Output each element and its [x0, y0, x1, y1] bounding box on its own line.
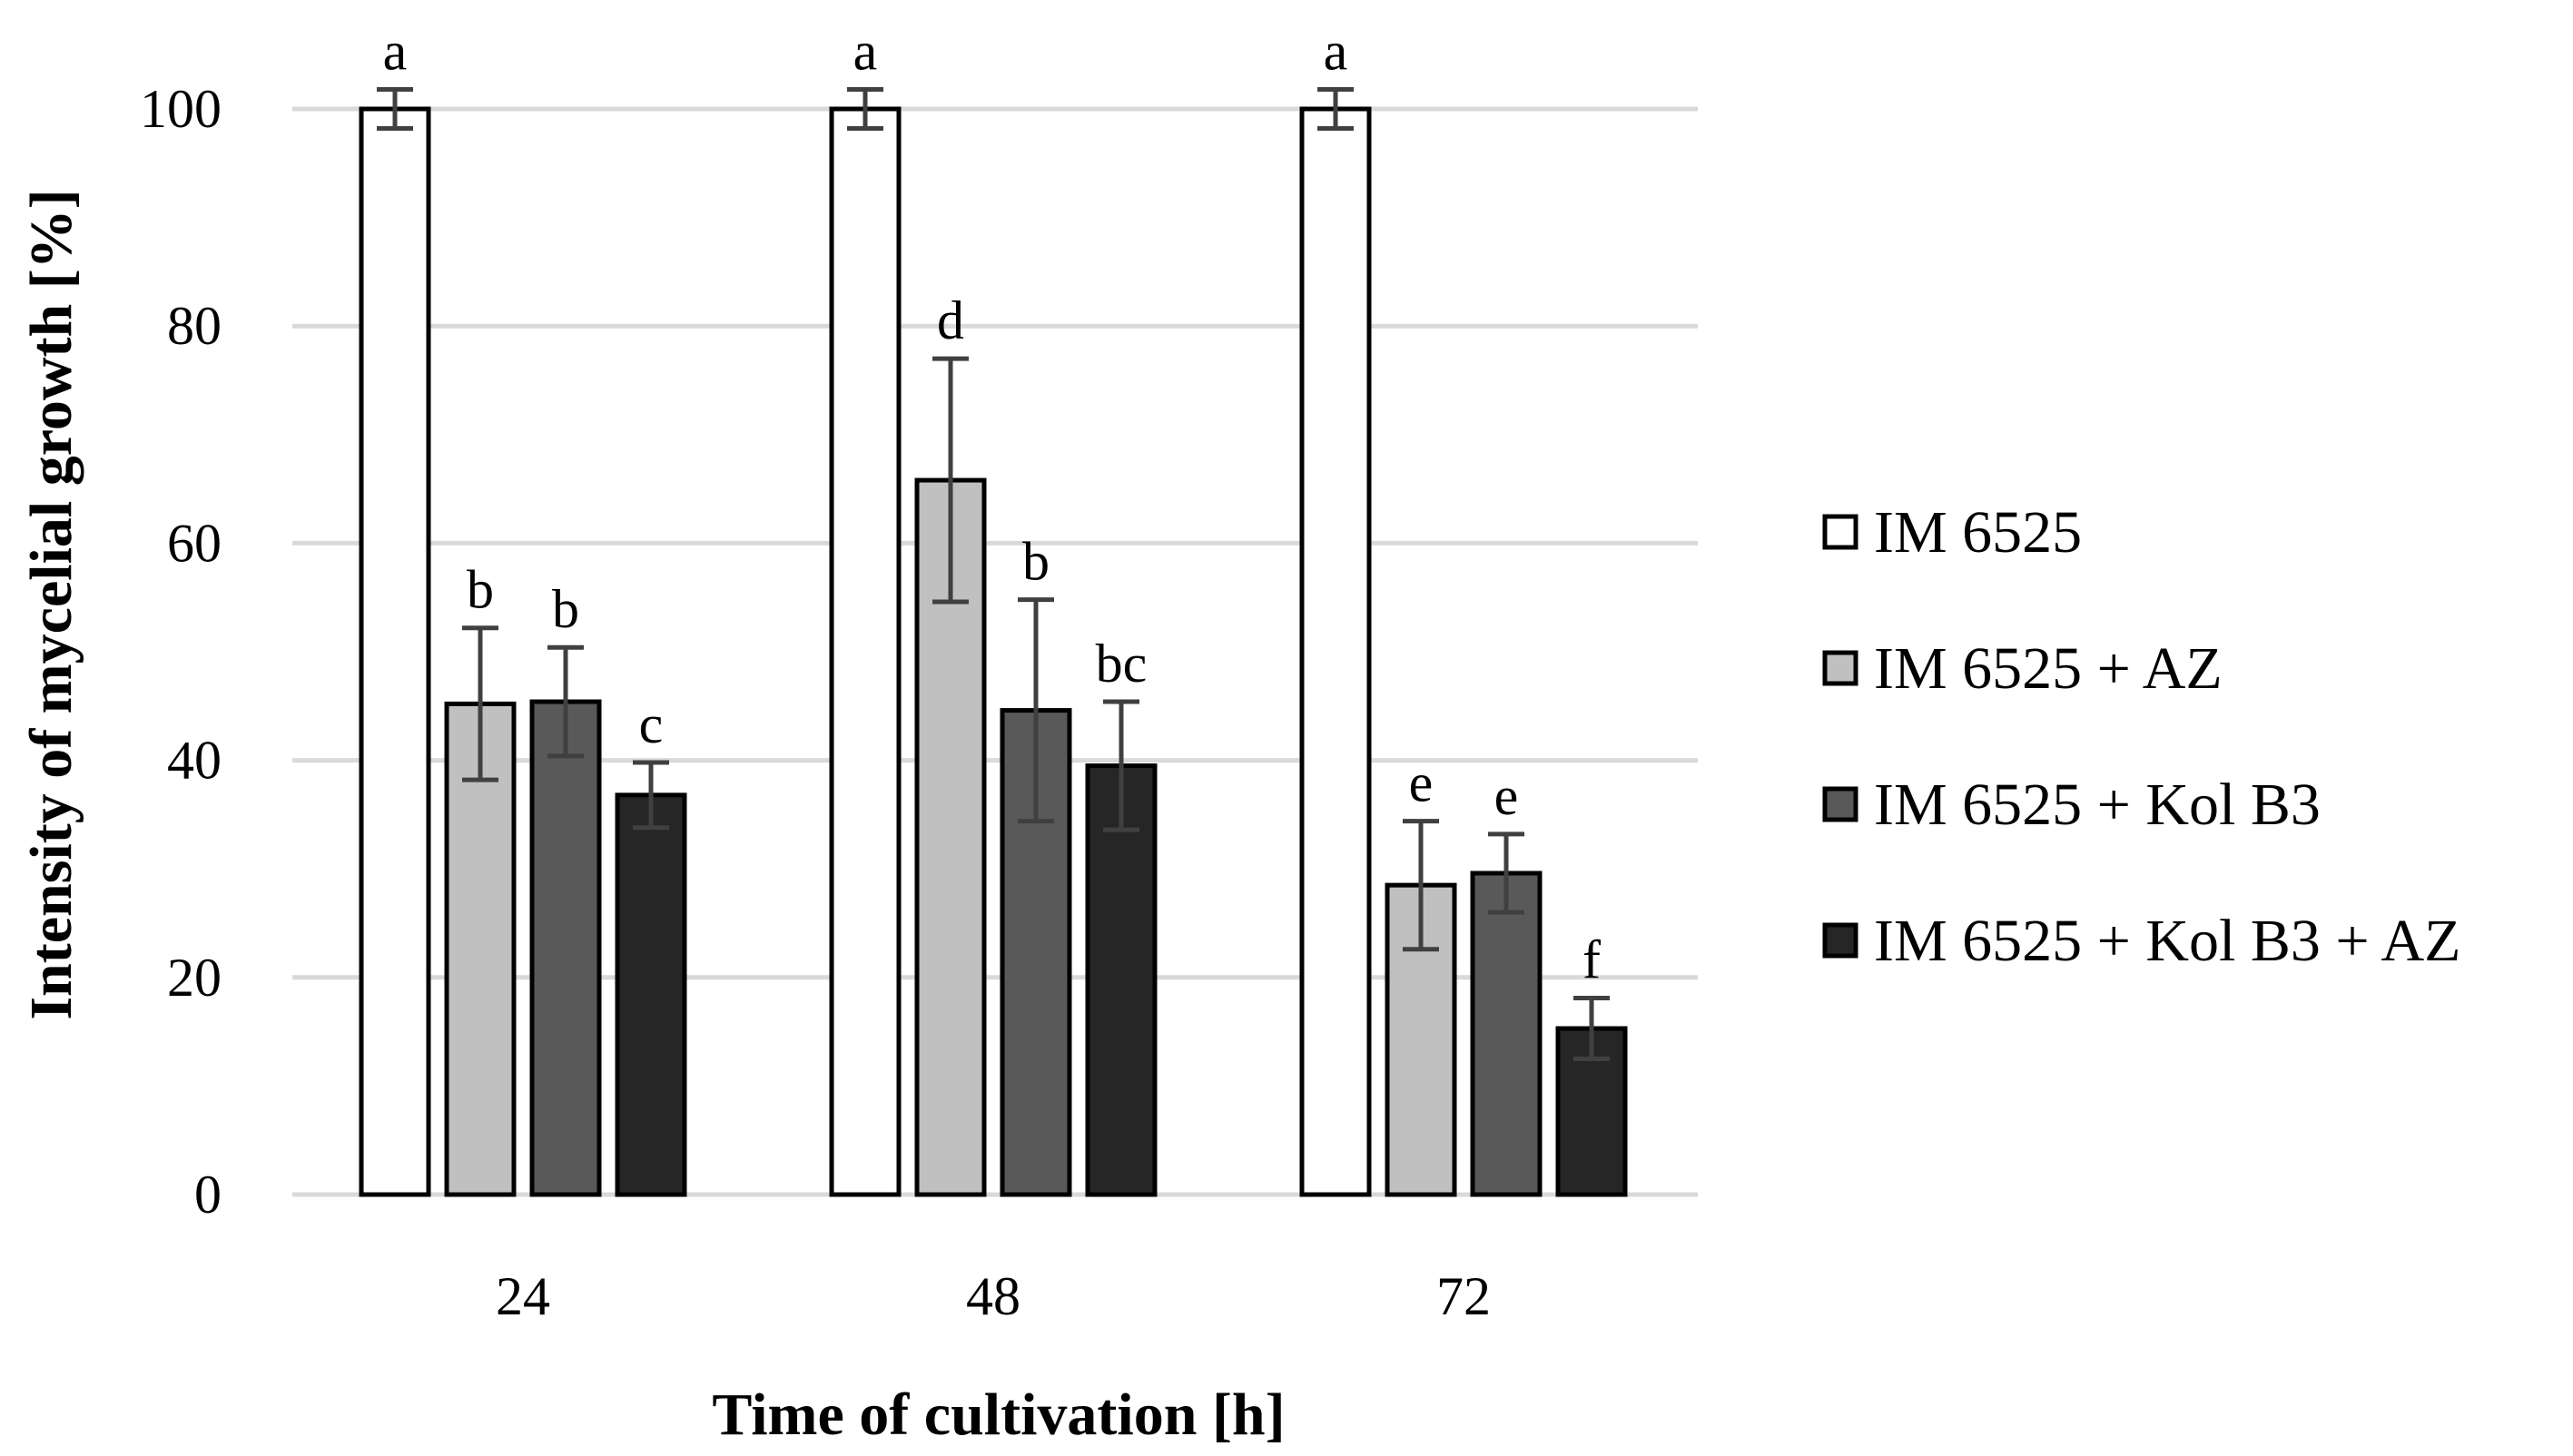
y-tick-label: 20 [167, 948, 222, 1008]
bar [444, 701, 517, 1197]
bars [359, 86, 1628, 1197]
y-tick-label: 40 [167, 731, 222, 791]
x-tick-label: 48 [966, 1266, 1020, 1326]
bar [1470, 871, 1543, 1197]
y-tick-label: 80 [167, 296, 222, 356]
error-bar [633, 760, 669, 831]
error-bar [462, 625, 498, 782]
legend-item: IM 6525 [1822, 499, 2082, 566]
significance-letter: d [937, 290, 964, 350]
significance-letter: c [639, 694, 664, 754]
y-tick-label: 100 [140, 79, 222, 139]
legend-swatch [1822, 514, 1858, 550]
y-tick-label: 60 [167, 513, 222, 573]
legend-swatch [1822, 650, 1858, 686]
x-axis-title: Time of cultivation [h] [712, 1382, 1285, 1448]
significance-letter: a [383, 21, 408, 81]
significance-letter: a [1324, 21, 1348, 81]
error-bar [1018, 597, 1054, 824]
significance-letter: e [1409, 753, 1434, 813]
legend-label: IM 6525 + Kol B3 [1874, 772, 2321, 838]
axis-ticks: 0 20 40 60 80 100 24 48 72 [140, 79, 1491, 1326]
legend-item: IM 6525 + Kol B3 [1822, 772, 2321, 838]
significance-letter: f [1582, 930, 1601, 990]
legend-label: IM 6525 + AZ [1874, 635, 2223, 702]
bar [1085, 763, 1158, 1197]
legend-label: IM 6525 [1874, 499, 2082, 566]
gridlines [292, 106, 1698, 1197]
error-bar [377, 86, 413, 132]
legend-swatch [1822, 786, 1858, 822]
error-bar [932, 356, 969, 605]
legend: IM 6525 IM 6525 + AZ IM 6525 + Kol B3 IM 65… [1822, 499, 2460, 974]
bar [529, 699, 602, 1197]
error-bar [1103, 699, 1139, 832]
bar [1299, 106, 1372, 1197]
error-bar [547, 644, 584, 759]
significance-letter: b [1022, 532, 1050, 592]
bar [359, 106, 431, 1197]
legend-item: IM 6525 + AZ [1822, 635, 2223, 702]
legend-label: IM 6525 + Kol B3 + AZ [1874, 908, 2460, 974]
significance-letter: b [467, 560, 494, 620]
significance-letter: b [552, 579, 579, 639]
y-tick-label: 0 [194, 1165, 222, 1225]
bar [615, 792, 687, 1197]
legend-item: IM 6525 + Kol B3 + AZ [1822, 908, 2460, 974]
significance-letter: bc [1096, 634, 1148, 694]
legend-swatch [1822, 922, 1858, 959]
x-tick-label: 24 [496, 1266, 550, 1326]
y-axis-title: Intensity of mycelial growth [%] [18, 189, 84, 1019]
x-tick-label: 72 [1436, 1266, 1491, 1326]
significance-letter: a [853, 21, 878, 81]
error-bar [1317, 86, 1354, 132]
error-bar [1573, 996, 1610, 1061]
bar [829, 106, 902, 1197]
error-bar [847, 86, 883, 132]
error-bar [1488, 831, 1524, 915]
error-bar [1403, 819, 1439, 952]
significance-letter: e [1494, 766, 1519, 826]
